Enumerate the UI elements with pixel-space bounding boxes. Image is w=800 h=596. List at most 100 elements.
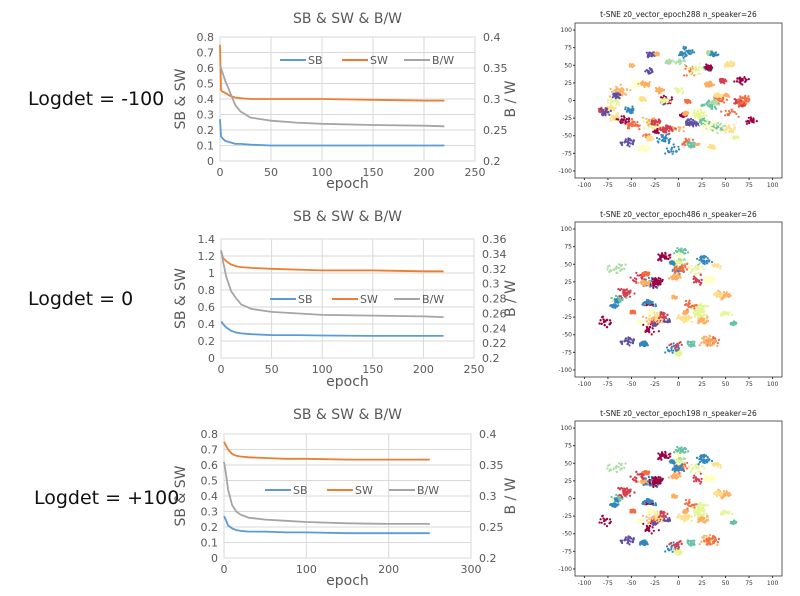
scatter-point bbox=[669, 256, 672, 259]
scatter-point bbox=[598, 322, 601, 325]
scatter-point bbox=[681, 261, 684, 265]
x-axis-label: epoch bbox=[326, 374, 369, 390]
scatter-point bbox=[714, 123, 717, 126]
scatter-point bbox=[627, 107, 631, 110]
scatter-point bbox=[659, 120, 662, 123]
scatter-point bbox=[645, 121, 649, 124]
scatter-point bbox=[678, 265, 681, 269]
scatter-point bbox=[725, 311, 728, 314]
y-tick-label: 0 bbox=[211, 552, 218, 565]
scatter-point bbox=[721, 79, 725, 82]
scatter-point bbox=[680, 87, 683, 90]
scatter-point bbox=[615, 294, 618, 297]
scatter-point bbox=[687, 138, 690, 141]
scatter-point bbox=[679, 126, 682, 129]
scatter-point bbox=[707, 83, 710, 87]
scatter-point bbox=[707, 126, 710, 129]
x-tick-label: 250 bbox=[464, 363, 485, 376]
scatter-point bbox=[683, 264, 687, 267]
scatter-point bbox=[745, 120, 748, 123]
scatter-point bbox=[634, 280, 638, 283]
scatter-point bbox=[632, 339, 635, 342]
scatter-point bbox=[717, 263, 720, 266]
y-tick-label: 25 bbox=[564, 80, 572, 87]
scatter-point bbox=[711, 102, 714, 105]
scatter-point bbox=[719, 95, 723, 98]
scatter-point bbox=[660, 254, 663, 257]
scatter-point bbox=[709, 68, 712, 71]
scatter-point bbox=[727, 295, 730, 298]
scatter-point bbox=[641, 116, 645, 119]
scatter-point bbox=[608, 102, 612, 105]
scatter-point bbox=[720, 312, 723, 315]
y-tick-label: 0.1 bbox=[197, 140, 215, 153]
scatter-point bbox=[699, 72, 702, 75]
y-tick-label: 0.3 bbox=[201, 506, 219, 519]
scatter-point bbox=[673, 252, 676, 255]
scatter-point bbox=[723, 82, 726, 85]
y2-tick-label: 0.24 bbox=[482, 322, 507, 335]
scatter-point bbox=[686, 268, 689, 271]
scatter-point bbox=[671, 296, 675, 299]
x-tick-label: 50 bbox=[722, 381, 730, 388]
scatter-point bbox=[747, 97, 750, 100]
scatter-point bbox=[716, 54, 719, 57]
legend-label: SW bbox=[355, 484, 373, 497]
scatter-point bbox=[694, 279, 697, 282]
plot-frame bbox=[223, 433, 472, 559]
x-tick-label: -25 bbox=[650, 182, 660, 189]
scatter-point bbox=[677, 344, 680, 347]
scatter-point bbox=[728, 311, 731, 314]
scatter-point bbox=[674, 346, 677, 350]
y2-tick-label: 0.25 bbox=[479, 521, 504, 534]
scatter-point bbox=[697, 117, 700, 120]
scatter-point bbox=[735, 321, 738, 324]
scatter-point bbox=[710, 146, 713, 149]
scatter-point bbox=[705, 114, 708, 117]
scatter-point bbox=[746, 100, 750, 103]
scatter-point bbox=[670, 126, 673, 129]
scatter-point bbox=[686, 308, 689, 311]
scatter-point bbox=[674, 353, 677, 356]
scatter-point bbox=[717, 293, 721, 296]
scatter-point bbox=[692, 340, 695, 343]
scatter-point bbox=[698, 321, 701, 324]
scatter-point bbox=[660, 133, 663, 136]
scatter-point bbox=[705, 81, 708, 84]
scatter-point bbox=[606, 268, 609, 271]
y-tick-label: 0 bbox=[568, 297, 572, 304]
scatter-point bbox=[652, 316, 655, 319]
scatter-point bbox=[714, 264, 718, 267]
scatter-point bbox=[625, 288, 629, 291]
scatter-point bbox=[721, 314, 725, 317]
scatter-point bbox=[700, 341, 703, 344]
scatter-point bbox=[739, 97, 742, 100]
line-chart-3: 00.10.20.30.40.50.60.70.80 100 200 3000.20.… bbox=[173, 407, 519, 589]
scatter-point bbox=[711, 99, 714, 102]
y-tick-label: 0.4 bbox=[198, 318, 216, 331]
scatter-point bbox=[647, 135, 650, 138]
legend-label: B/W bbox=[422, 293, 444, 306]
scatter-point bbox=[723, 101, 726, 104]
scatter-point bbox=[677, 148, 681, 151]
scatter-point bbox=[672, 349, 675, 352]
scatter-point bbox=[707, 81, 710, 84]
scatter-point bbox=[641, 276, 644, 279]
scatter-point bbox=[660, 252, 664, 255]
scatter-point bbox=[621, 298, 624, 301]
scatter-point bbox=[633, 82, 636, 85]
scatter-point bbox=[676, 352, 680, 355]
scatter-point bbox=[625, 296, 628, 299]
scatter-point bbox=[683, 59, 687, 62]
row-label-logdet-plus-100: Logdet = +100 bbox=[34, 487, 180, 509]
scatter-point bbox=[616, 96, 620, 99]
scatter-point bbox=[733, 135, 737, 138]
scatter-point bbox=[612, 108, 615, 111]
scatter-point bbox=[641, 96, 645, 99]
scatter-point bbox=[648, 330, 651, 333]
scatter-point bbox=[714, 293, 717, 296]
scatter-point bbox=[706, 119, 709, 122]
scatter-point bbox=[712, 119, 715, 122]
y-tick-label: 0.5 bbox=[197, 78, 215, 91]
scatter-point bbox=[640, 95, 643, 98]
